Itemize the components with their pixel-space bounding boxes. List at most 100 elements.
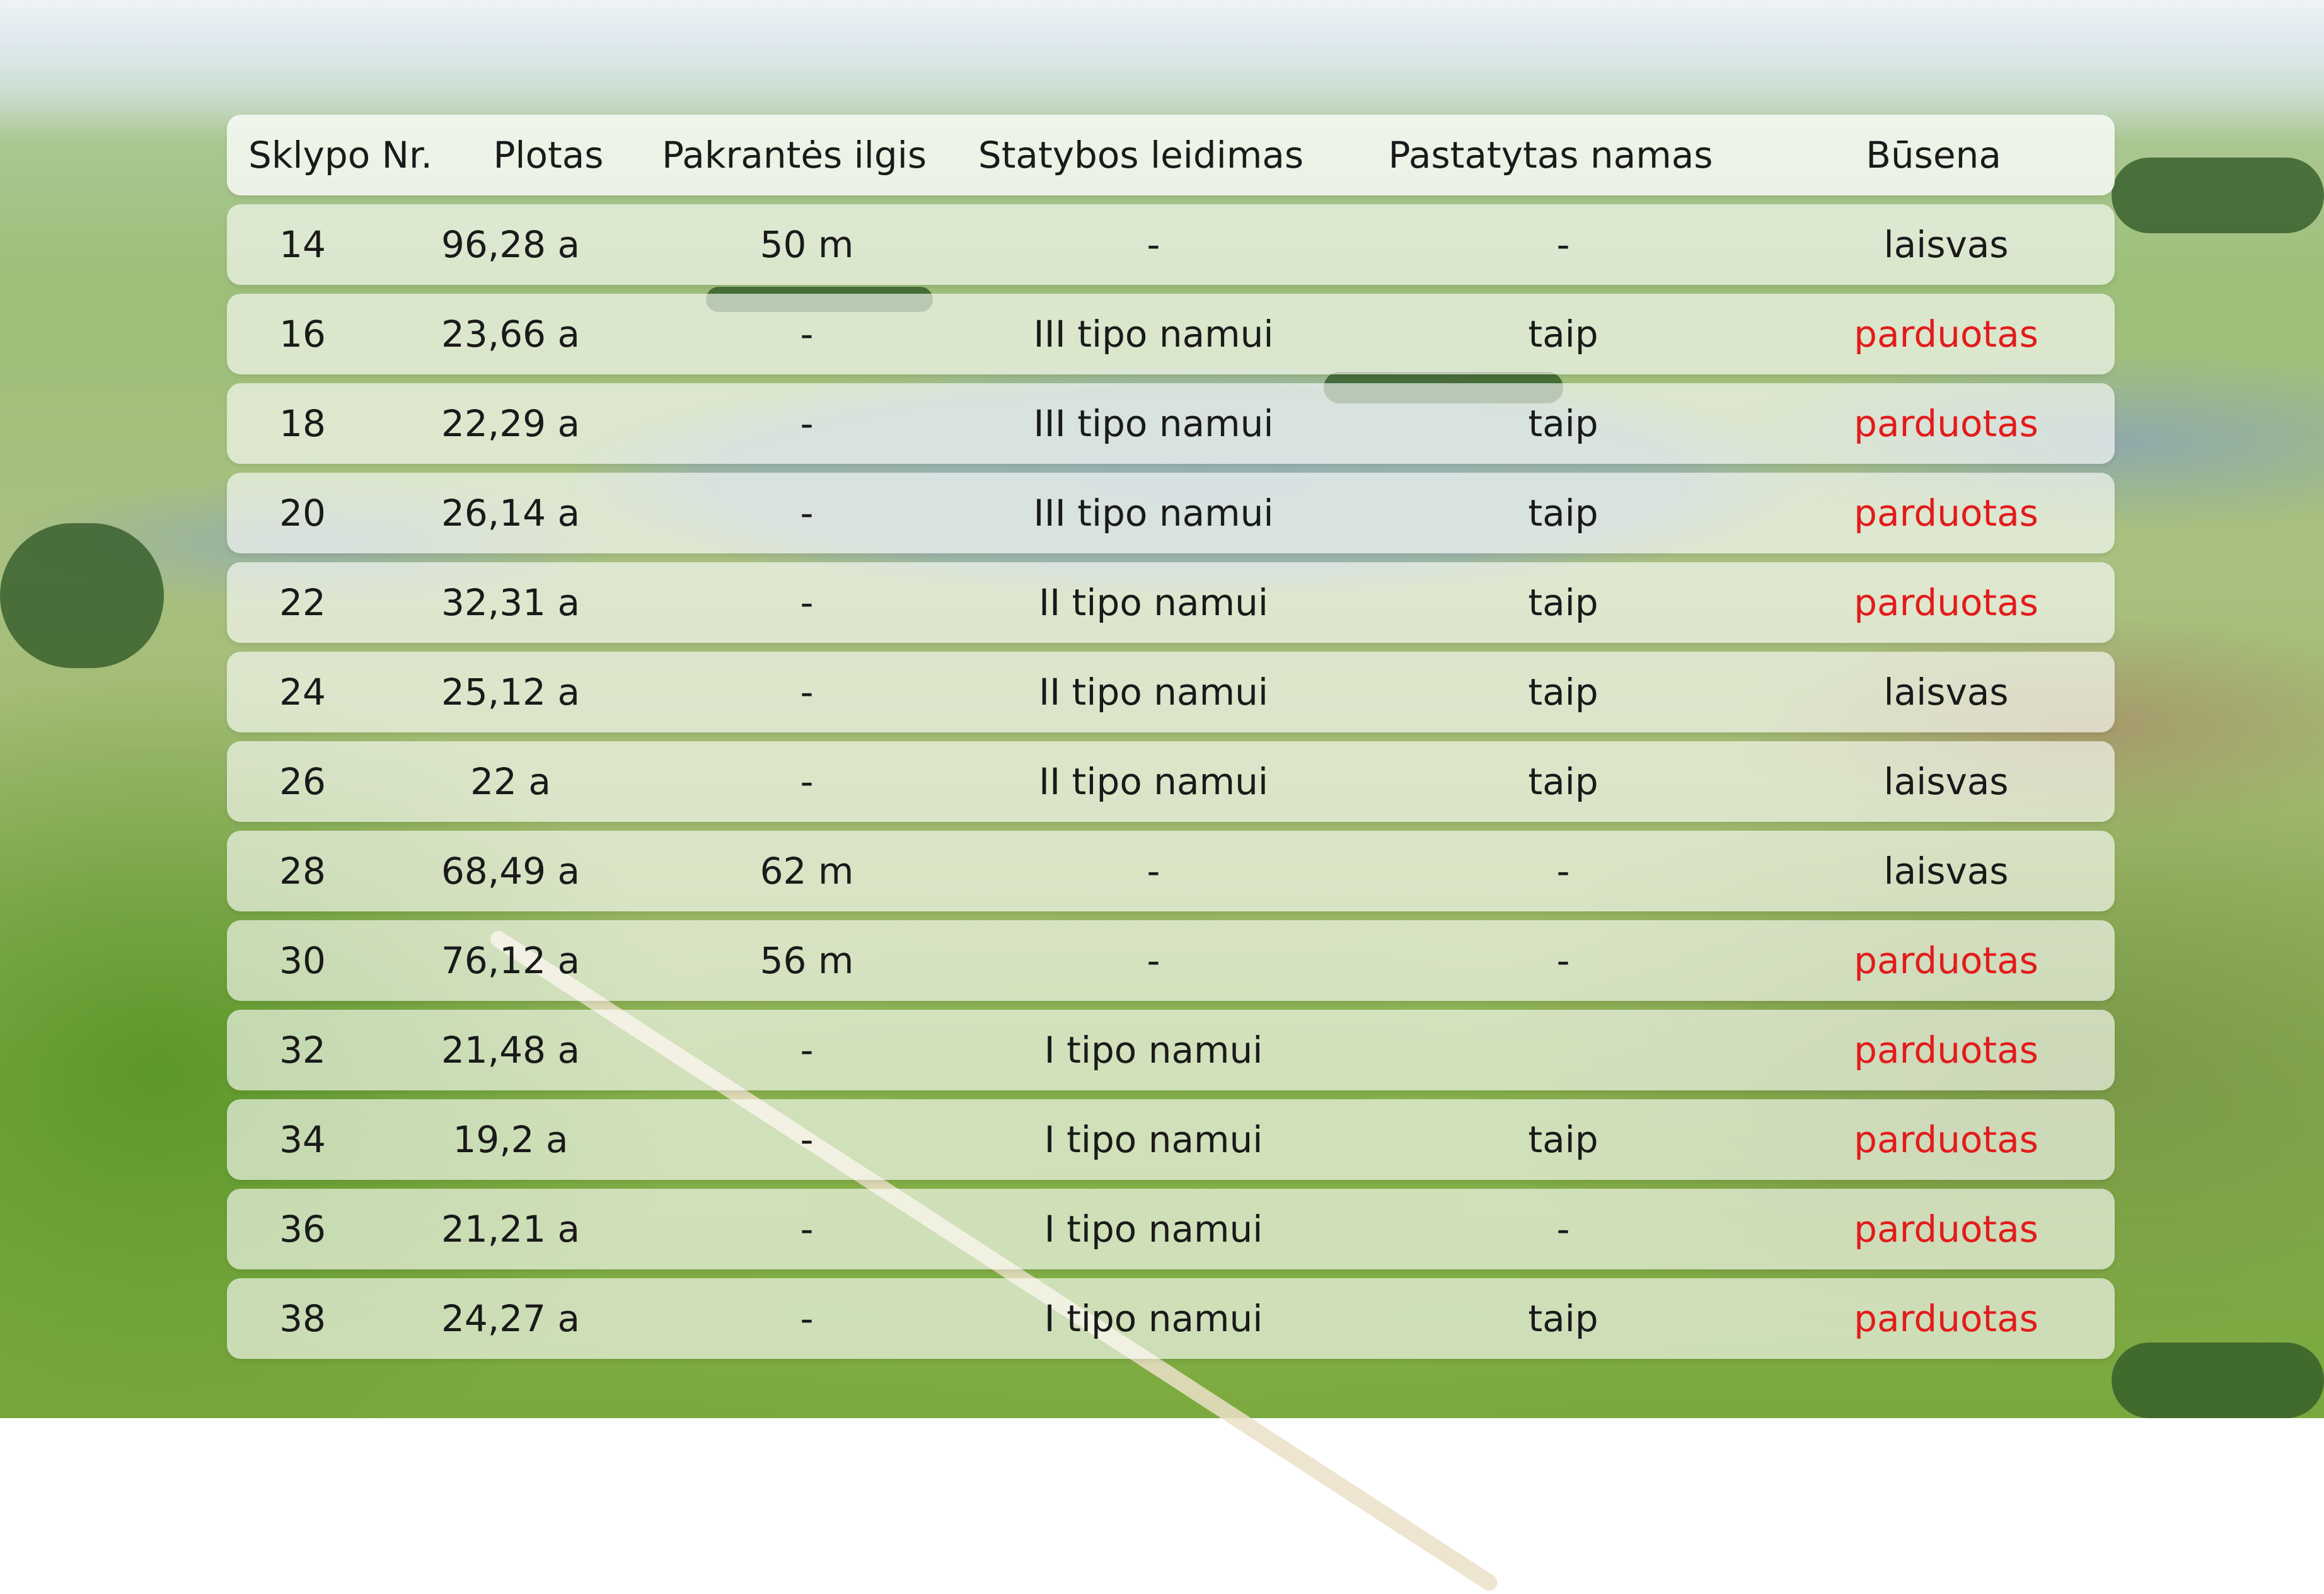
house-built-cell: - bbox=[1556, 850, 1570, 892]
plot-number-cell: 22 bbox=[279, 581, 326, 624]
house-built-cell: - bbox=[1556, 939, 1570, 982]
plot-number-cell: 18 bbox=[279, 402, 326, 445]
plot-number-cell: 16 bbox=[279, 313, 326, 355]
status-cell: parduotas bbox=[1854, 1118, 2038, 1161]
plot-number-cell: 32 bbox=[279, 1029, 326, 1071]
area-cell: 19,2 a bbox=[453, 1118, 569, 1161]
status-cell: parduotas bbox=[1854, 939, 2038, 982]
header-shoreline-length: Pakrantės ilgis bbox=[661, 134, 927, 176]
building-permit-cell: III tipo namui bbox=[1033, 313, 1274, 355]
house-built-cell: - bbox=[1556, 223, 1570, 266]
treeline bbox=[0, 523, 164, 668]
area-cell: 26,14 a bbox=[441, 492, 581, 534]
house-built-cell: taip bbox=[1528, 492, 1598, 534]
table-row: 24 25,12 a - II tipo namui taip laisvas bbox=[227, 652, 2115, 732]
status-cell: parduotas bbox=[1854, 1029, 2038, 1071]
table-row: 16 23,66 a - III tipo namui taip parduotas bbox=[227, 294, 2115, 374]
house-built-cell: taip bbox=[1528, 1118, 1598, 1161]
building-permit-cell: II tipo namui bbox=[1039, 581, 1268, 624]
status-cell: parduotas bbox=[1854, 402, 2038, 445]
shoreline-length-cell: 62 m bbox=[760, 850, 854, 892]
status-cell: parduotas bbox=[1854, 1297, 2038, 1340]
shoreline-length-cell: - bbox=[800, 760, 814, 803]
shoreline-length-cell: - bbox=[800, 1029, 814, 1071]
building-permit-cell: II tipo namui bbox=[1039, 760, 1268, 803]
header-house-built: Pastatytas namas bbox=[1388, 134, 1713, 176]
building-permit-cell: I tipo namui bbox=[1044, 1029, 1263, 1071]
area-cell: 21,48 a bbox=[441, 1029, 581, 1071]
shoreline-length-cell: 50 m bbox=[760, 223, 854, 266]
treeline bbox=[2112, 158, 2324, 233]
plot-number-cell: 30 bbox=[279, 939, 326, 982]
shoreline-length-cell: - bbox=[800, 671, 814, 713]
status-cell: parduotas bbox=[1854, 1208, 2038, 1250]
treeline bbox=[2112, 1343, 2324, 1418]
plot-number-cell: 34 bbox=[279, 1118, 326, 1161]
plot-number-cell: 20 bbox=[279, 492, 326, 534]
plots-table: Sklypo Nr. Plotas Pakrantės ilgis Statyb… bbox=[227, 115, 2115, 1368]
house-built-cell: taip bbox=[1528, 760, 1598, 803]
status-cell: laisvas bbox=[1883, 223, 2009, 266]
shoreline-length-cell: - bbox=[800, 1208, 814, 1250]
table-row: 36 21,21 a - I tipo namui - parduotas bbox=[227, 1189, 2115, 1269]
status-cell: laisvas bbox=[1883, 671, 2009, 713]
house-built-cell: taip bbox=[1528, 313, 1598, 355]
status-cell: parduotas bbox=[1854, 492, 2038, 534]
area-cell: 32,31 a bbox=[441, 581, 581, 624]
table-row: 28 68,49 a 62 m - - laisvas bbox=[227, 831, 2115, 911]
building-permit-cell: II tipo namui bbox=[1039, 671, 1268, 713]
building-permit-cell: I tipo namui bbox=[1044, 1118, 1263, 1161]
house-built-cell: taip bbox=[1528, 671, 1598, 713]
table-row: 26 22 a - II tipo namui taip laisvas bbox=[227, 741, 2115, 822]
shoreline-length-cell: 56 m bbox=[760, 939, 854, 982]
status-cell: parduotas bbox=[1854, 313, 2038, 355]
building-permit-cell: I tipo namui bbox=[1044, 1297, 1263, 1340]
table-row: 30 76,12 a 56 m - - parduotas bbox=[227, 920, 2115, 1001]
table-row: 34 19,2 a - I tipo namui taip parduotas bbox=[227, 1099, 2115, 1180]
house-built-cell: taip bbox=[1528, 1297, 1598, 1340]
area-cell: 23,66 a bbox=[441, 313, 581, 355]
plot-number-cell: 24 bbox=[279, 671, 326, 713]
table-row: 18 22,29 a - III tipo namui taip parduotas bbox=[227, 383, 2115, 464]
area-cell: 21,21 a bbox=[441, 1208, 581, 1250]
area-cell: 76,12 a bbox=[441, 939, 581, 982]
building-permit-cell: - bbox=[1147, 939, 1160, 982]
shoreline-length-cell: - bbox=[800, 402, 814, 445]
shoreline-length-cell: - bbox=[800, 1297, 814, 1340]
table-row: 22 32,31 a - II tipo namui taip parduotas bbox=[227, 562, 2115, 643]
shoreline-length-cell: - bbox=[800, 313, 814, 355]
area-cell: 96,28 a bbox=[441, 223, 581, 266]
shoreline-length-cell: - bbox=[800, 581, 814, 624]
header-plot-number: Sklypo Nr. bbox=[248, 134, 432, 176]
building-permit-cell: - bbox=[1147, 850, 1160, 892]
area-cell: 24,27 a bbox=[441, 1297, 581, 1340]
status-cell: laisvas bbox=[1883, 760, 2009, 803]
shoreline-length-cell: - bbox=[800, 492, 814, 534]
header-area: Plotas bbox=[493, 134, 604, 176]
plot-number-cell: 28 bbox=[279, 850, 326, 892]
building-permit-cell: - bbox=[1147, 223, 1160, 266]
house-built-cell: - bbox=[1556, 1208, 1570, 1250]
header-building-permit: Statybos leidimas bbox=[978, 134, 1304, 176]
status-cell: laisvas bbox=[1883, 850, 2009, 892]
house-built-cell: taip bbox=[1528, 581, 1598, 624]
house-built-cell: taip bbox=[1528, 402, 1598, 445]
building-permit-cell: I tipo namui bbox=[1044, 1208, 1263, 1250]
plot-number-cell: 38 bbox=[279, 1297, 326, 1340]
building-permit-cell: III tipo namui bbox=[1033, 402, 1274, 445]
table-header-row: Sklypo Nr. Plotas Pakrantės ilgis Statyb… bbox=[227, 115, 2115, 195]
plot-number-cell: 14 bbox=[279, 223, 326, 266]
building-permit-cell: III tipo namui bbox=[1033, 492, 1274, 534]
shoreline-length-cell: - bbox=[800, 1118, 814, 1161]
area-cell: 68,49 a bbox=[441, 850, 581, 892]
status-cell: parduotas bbox=[1854, 581, 2038, 624]
area-cell: 22,29 a bbox=[441, 402, 581, 445]
table-row: 38 24,27 a - I tipo namui taip parduotas bbox=[227, 1278, 2115, 1359]
area-cell: 25,12 a bbox=[441, 671, 581, 713]
plot-number-cell: 26 bbox=[279, 760, 326, 803]
plot-number-cell: 36 bbox=[279, 1208, 326, 1250]
area-cell: 22 a bbox=[470, 760, 551, 803]
header-status: Būsena bbox=[1866, 134, 2001, 176]
table-row: 14 96,28 a 50 m - - laisvas bbox=[227, 204, 2115, 285]
table-row: 32 21,48 a - I tipo namui parduotas bbox=[227, 1010, 2115, 1090]
